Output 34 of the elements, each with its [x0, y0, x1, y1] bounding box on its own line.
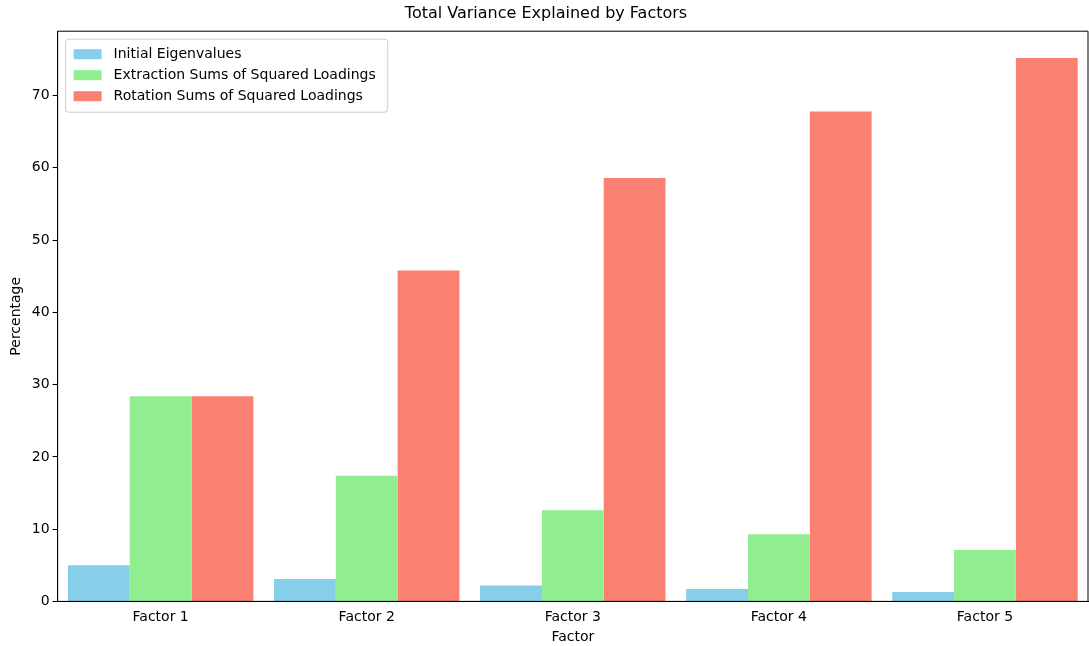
bar [397, 270, 460, 601]
bar [67, 565, 130, 601]
x-tick-label: Factor 3 [544, 608, 601, 625]
bar [1015, 57, 1078, 601]
legend-label: Initial Eigenvalues [113, 44, 242, 61]
bar [892, 592, 955, 601]
x-tick-label: Factor 4 [750, 608, 808, 625]
legend-label: Rotation Sums of Squared Loadings [113, 86, 363, 103]
y-tick-label: 10 [31, 519, 50, 536]
x-axis-title: Factor [551, 628, 595, 645]
y-tick-label: 50 [31, 230, 50, 247]
bar [480, 585, 542, 601]
y-tick-label: 60 [31, 158, 50, 175]
y-tick-label: 0 [40, 592, 50, 609]
bar [335, 475, 398, 601]
bar [809, 111, 872, 601]
chart-title: Total Variance Explained by Factors [403, 2, 688, 22]
y-tick-label: 70 [31, 86, 50, 103]
bar [541, 510, 604, 601]
y-tick-label: 30 [31, 375, 50, 392]
bar [129, 396, 192, 601]
bar [954, 550, 1016, 601]
legend-label: Extraction Sums of Squared Loadings [113, 65, 376, 82]
y-tick-label: 20 [31, 447, 50, 464]
bar [747, 534, 810, 601]
y-tick-label: 40 [31, 302, 50, 319]
x-tick-label: Factor 5 [956, 608, 1014, 625]
x-tick-label: Factor 2 [338, 608, 395, 625]
bar [191, 396, 254, 601]
y-axis-title: Percentage [7, 276, 24, 356]
bar [274, 579, 336, 601]
x-tick-label: Factor 1 [132, 608, 189, 625]
bar [603, 177, 666, 601]
bar [686, 589, 748, 601]
